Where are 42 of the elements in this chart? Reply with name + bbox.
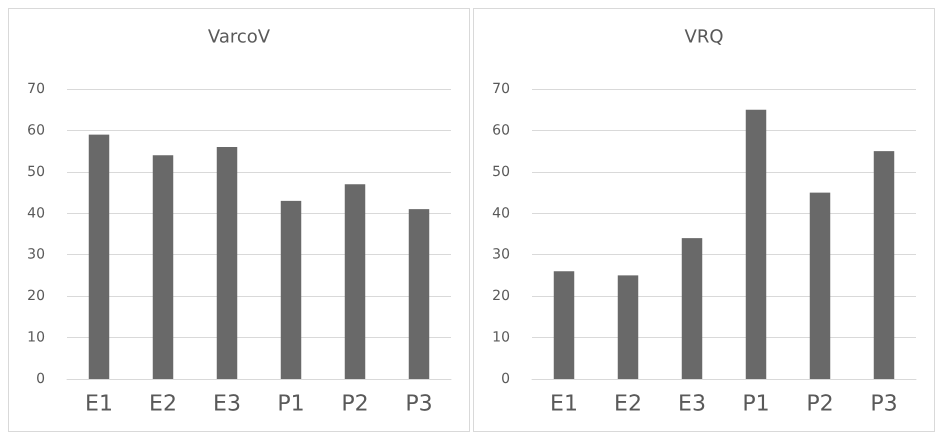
x-tick-label: P3 [405,392,433,416]
bar [88,134,110,379]
y-tick-label: 30 [27,246,45,263]
x-tick-label: P2 [341,392,369,416]
y-tick-label: 70 [27,81,45,97]
bar [810,192,830,379]
bar [408,209,430,379]
x-tick-label: P1 [742,392,770,416]
bar [682,238,702,379]
x-tick-label: P3 [870,392,898,416]
chart-title: VarcoV [208,26,271,48]
bar [216,147,238,379]
y-tick-label: 50 [492,164,510,180]
y-tick-label: 70 [492,81,510,97]
bar [874,151,894,379]
x-tick-label: E1 [550,392,578,416]
bar [746,110,766,379]
x-tick-label: E3 [678,392,706,416]
x-tick-label: E2 [614,392,642,416]
bar [344,184,366,379]
y-tick-label: 40 [27,205,45,222]
bar [280,200,302,379]
y-tick-label: 20 [27,288,45,304]
y-tick-label: 60 [27,122,45,138]
x-tick-label: P1 [277,392,305,416]
bar [618,275,638,379]
bar [152,155,174,379]
chart-title: VRQ [684,26,724,48]
y-tick-label: 0 [501,371,510,387]
y-tick-label: 0 [36,371,45,387]
x-tick-label: P2 [806,392,834,416]
bar [554,271,574,379]
y-tick-label: 50 [27,164,45,180]
y-tick-label: 20 [492,288,510,304]
y-tick-label: 10 [492,330,510,346]
x-tick-label: E2 [149,392,177,416]
y-tick-label: 10 [27,330,45,346]
x-tick-label: E3 [213,392,241,416]
y-tick-label: 60 [492,122,510,138]
y-tick-label: 40 [492,205,510,222]
x-tick-label: E1 [85,392,113,416]
y-tick-label: 30 [492,246,510,263]
